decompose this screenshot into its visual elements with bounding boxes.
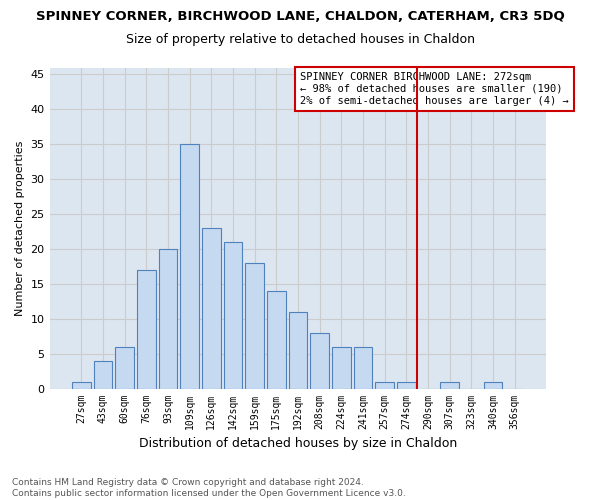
Bar <box>376 382 394 388</box>
Bar <box>289 312 307 388</box>
Text: Size of property relative to detached houses in Chaldon: Size of property relative to detached ho… <box>125 32 475 46</box>
Bar <box>72 382 91 388</box>
Bar <box>267 291 286 388</box>
Bar <box>137 270 155 388</box>
Y-axis label: Number of detached properties: Number of detached properties <box>15 140 25 316</box>
Bar <box>484 382 502 388</box>
Text: SPINNEY CORNER, BIRCHWOOD LANE, CHALDON, CATERHAM, CR3 5DQ: SPINNEY CORNER, BIRCHWOOD LANE, CHALDON,… <box>35 10 565 23</box>
Bar <box>202 228 221 388</box>
Bar <box>354 346 372 389</box>
Bar <box>115 346 134 389</box>
Text: Contains HM Land Registry data © Crown copyright and database right 2024.
Contai: Contains HM Land Registry data © Crown c… <box>12 478 406 498</box>
Text: SPINNEY CORNER BIRCHWOOD LANE: 272sqm
← 98% of detached houses are smaller (190): SPINNEY CORNER BIRCHWOOD LANE: 272sqm ← … <box>301 72 569 106</box>
Bar <box>94 360 112 388</box>
Bar <box>159 249 177 388</box>
Bar <box>440 382 459 388</box>
Bar <box>245 263 264 388</box>
Bar <box>224 242 242 388</box>
Bar <box>397 382 416 388</box>
X-axis label: Distribution of detached houses by size in Chaldon: Distribution of detached houses by size … <box>139 437 457 450</box>
Bar <box>181 144 199 388</box>
Bar <box>310 332 329 388</box>
Bar <box>332 346 350 389</box>
